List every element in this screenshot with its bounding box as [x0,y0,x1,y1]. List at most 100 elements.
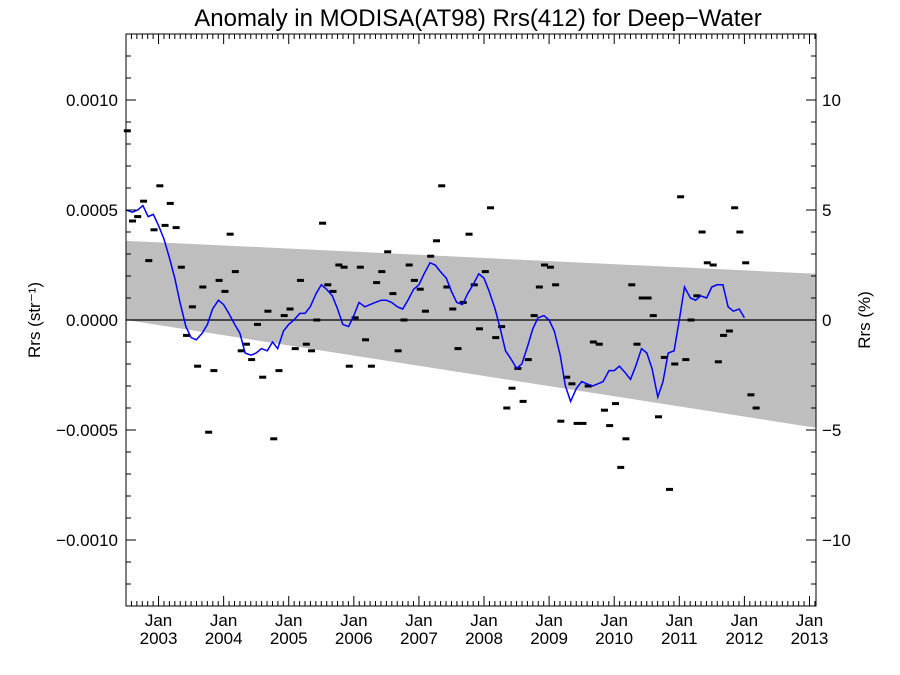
data-point [129,219,137,223]
data-point [465,232,473,236]
data-point [215,278,223,282]
data-point [660,355,668,359]
x-tick-label-month: Jan [145,611,172,630]
data-point [552,283,560,287]
data-point [259,375,267,379]
data-point [210,369,218,373]
data-point [324,283,332,287]
data-point [519,399,527,403]
y-axis-right-title: Rrs (%) [855,291,874,349]
y-tick-label-right: 0 [822,311,831,330]
data-point [253,322,261,326]
y-tick-label-right: −10 [822,531,851,550]
x-tick-label-year: 2013 [791,629,829,648]
plot-area [123,129,816,491]
data-point [677,195,685,199]
data-point [633,342,641,346]
x-tick-label-month: Jan [666,611,693,630]
y-tick-label-left: −0.0005 [56,421,118,440]
y-tick-label-right: −5 [822,421,841,440]
data-point [698,230,706,234]
data-point [242,342,250,346]
chart-title: Anomaly in MODISA(AT98) Rrs(412) for Dee… [194,5,762,32]
data-point [140,199,148,203]
data-point [612,402,620,406]
data-point [389,292,397,296]
data-point [492,336,500,340]
data-point [280,314,288,318]
x-tick-label-month: Jan [731,611,758,630]
data-point [351,316,359,320]
data-point [579,421,587,425]
data-point [340,265,348,269]
data-point [183,333,191,337]
x-tick-label-month: Jan [796,611,823,630]
data-point [714,360,722,364]
data-point [205,430,213,434]
x-tick-label-year: 2004 [205,629,243,648]
y-tick-label-right: 5 [822,201,831,220]
data-point [644,296,652,300]
data-point [248,358,256,362]
data-point [541,263,549,267]
y-tick-label-left: 0.0010 [66,91,118,110]
data-point [563,375,571,379]
data-point [319,221,327,225]
data-point [449,307,457,311]
data-point [237,349,245,353]
data-point [589,340,597,344]
data-point [329,289,337,293]
x-tick-label-month: Jan [275,611,302,630]
data-point [438,184,446,188]
data-point [622,437,630,441]
data-point [709,263,717,267]
data-point [600,408,608,412]
data-point [454,347,462,351]
x-tick-label-year: 2007 [400,629,438,648]
data-point [194,364,202,368]
data-point [199,285,207,289]
data-point [161,223,169,227]
data-point [654,415,662,419]
data-point [123,129,131,133]
data-point [172,226,180,230]
data-point [725,329,733,333]
data-point [524,358,532,362]
data-point [335,263,343,267]
data-point [400,318,408,322]
x-tick-label-month: Jan [600,611,627,630]
y-tick-label-left: 0.0005 [66,201,118,220]
x-tick-label-year: 2010 [595,629,633,648]
x-tick-label-month: Jan [210,611,237,630]
data-point [747,393,755,397]
data-point [682,358,690,362]
data-point [410,278,418,282]
x-tick-label-year: 2003 [140,629,178,648]
data-point [475,327,483,331]
data-point [286,307,294,311]
x-tick-label-month: Jan [535,611,562,630]
y-tick-label-left: 0.0000 [66,311,118,330]
data-point [345,364,353,368]
x-tick-label-year: 2008 [465,629,503,648]
x-tick-label-month: Jan [405,611,432,630]
data-point [166,201,174,205]
data-point [221,289,229,293]
data-point [666,487,674,491]
data-point [443,285,451,289]
running-mean-line [125,204,746,404]
data-point [731,206,739,210]
x-tick-label-year: 2006 [335,629,373,648]
data-point [416,287,424,291]
data-point [394,349,402,353]
data-point [617,465,625,469]
data-point [362,338,370,342]
data-point [595,342,603,346]
data-point [649,314,657,318]
data-point [427,254,435,258]
data-point [384,250,392,254]
x-tick-label-year: 2009 [530,629,568,648]
data-point [530,314,538,318]
data-point [573,421,581,425]
